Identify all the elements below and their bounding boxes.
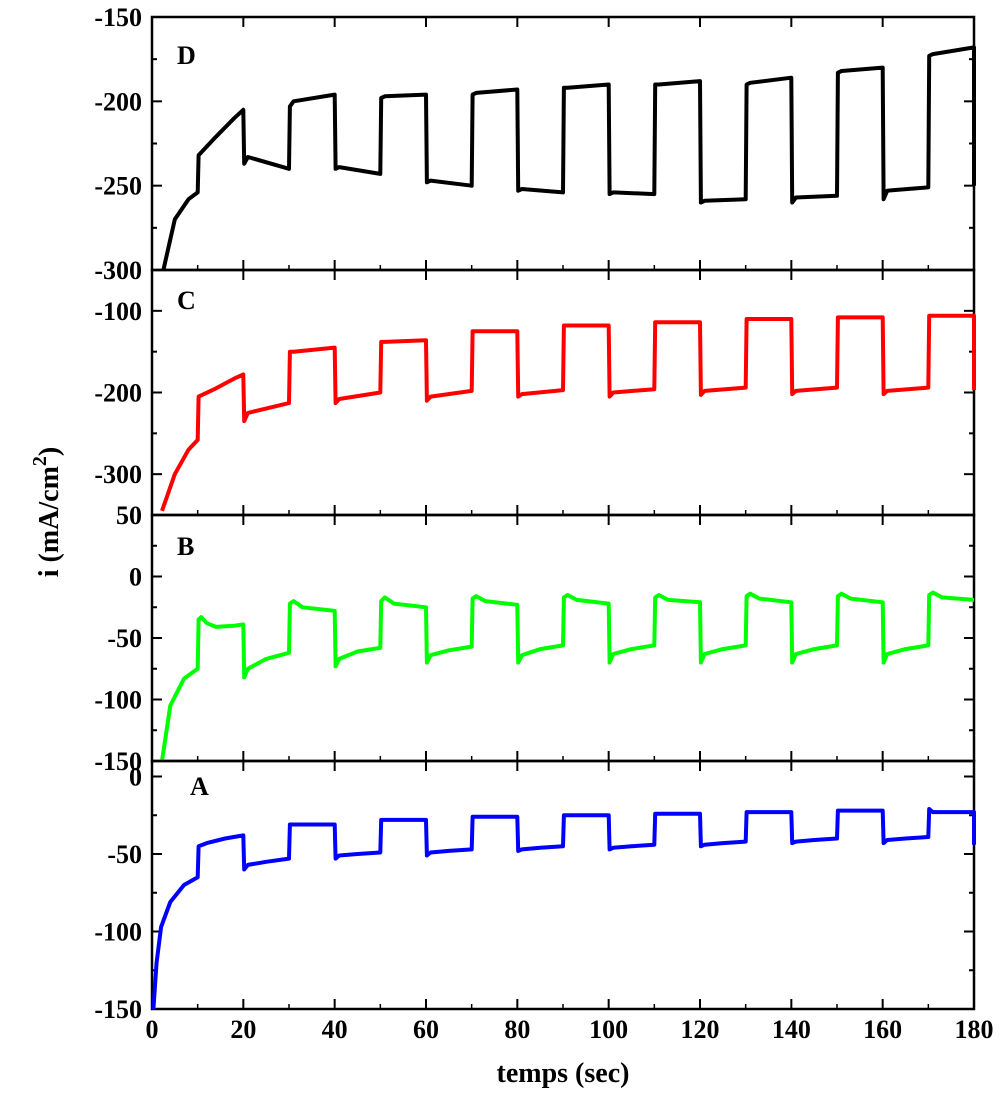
panel-b-label: B <box>177 532 194 561</box>
panel-a-frame <box>152 761 974 1009</box>
y-tick-label: -150 <box>94 995 142 1024</box>
panel-d: -150 -200 -250 -300 D <box>94 3 974 285</box>
panel-a: 0 -50 -100 -150 A <box>94 761 974 1024</box>
panel-c-frame <box>152 270 974 515</box>
x-tick-label: 100 <box>589 1015 628 1044</box>
y-tick-label: -100 <box>94 297 142 326</box>
x-tick-labels: 0 20 40 60 80 100 120 140 160 180 <box>146 1015 994 1044</box>
x-axis-title: temps (sec) <box>497 1058 630 1089</box>
panel-c-y-tick-labels: -100 -200 -300 <box>94 297 142 489</box>
panel-b: 500-50-100-150 B <box>94 501 974 776</box>
y-tick-label: -150 <box>94 3 142 32</box>
y-tick-label: -100 <box>94 686 142 715</box>
y-tick-label: -50 <box>107 624 142 653</box>
x-tick-label: 20 <box>230 1015 256 1044</box>
panel-c-label: C <box>177 286 196 315</box>
y-axis-title-main: i (mA/cm <box>34 466 65 577</box>
y-tick-label: -300 <box>94 460 142 489</box>
y-tick-label: -300 <box>94 256 142 285</box>
y-tick-label: -200 <box>94 87 142 116</box>
x-tick-label: 40 <box>322 1015 348 1044</box>
x-tick-label: 160 <box>863 1015 902 1044</box>
panel-a-ticks <box>152 761 974 1009</box>
panel-d-trace <box>163 47 974 270</box>
y-tick-label: -200 <box>94 379 142 408</box>
y-tick-label: -250 <box>94 172 142 201</box>
y-axis-title-sup: 2 <box>29 456 51 466</box>
panel-c: -100 -200 -300 C <box>94 270 974 515</box>
y-tick-label: 50 <box>116 501 142 530</box>
x-tick-label: 60 <box>413 1015 439 1044</box>
panel-b-trace <box>162 593 974 762</box>
y-axis-title: i (mA/cm2) <box>29 447 65 578</box>
y-tick-label: -100 <box>94 918 142 947</box>
y-tick-label: -50 <box>107 840 142 869</box>
x-tick-label: 140 <box>772 1015 811 1044</box>
panel-b-y-tick-labels: 500-50-100-150 <box>94 501 142 776</box>
x-tick-label: 120 <box>681 1015 720 1044</box>
panel-c-trace <box>162 316 974 511</box>
x-tick-label: 180 <box>955 1015 994 1044</box>
x-tick-label: 0 <box>146 1015 159 1044</box>
panel-d-label: D <box>177 41 196 70</box>
panel-c-ticks <box>152 270 974 515</box>
y-tick-label: 0 <box>129 763 142 792</box>
panel-d-y-tick-labels: -150 -200 -250 -300 <box>94 3 142 285</box>
panel-a-y-tick-labels: 0 -50 -100 -150 <box>94 763 142 1025</box>
y-axis-title-close: ) <box>34 447 65 456</box>
panel-a-trace <box>153 809 974 1009</box>
x-tick-label: 80 <box>504 1015 530 1044</box>
y-tick-label: 0 <box>129 563 142 592</box>
panel-a-label: A <box>190 772 209 801</box>
